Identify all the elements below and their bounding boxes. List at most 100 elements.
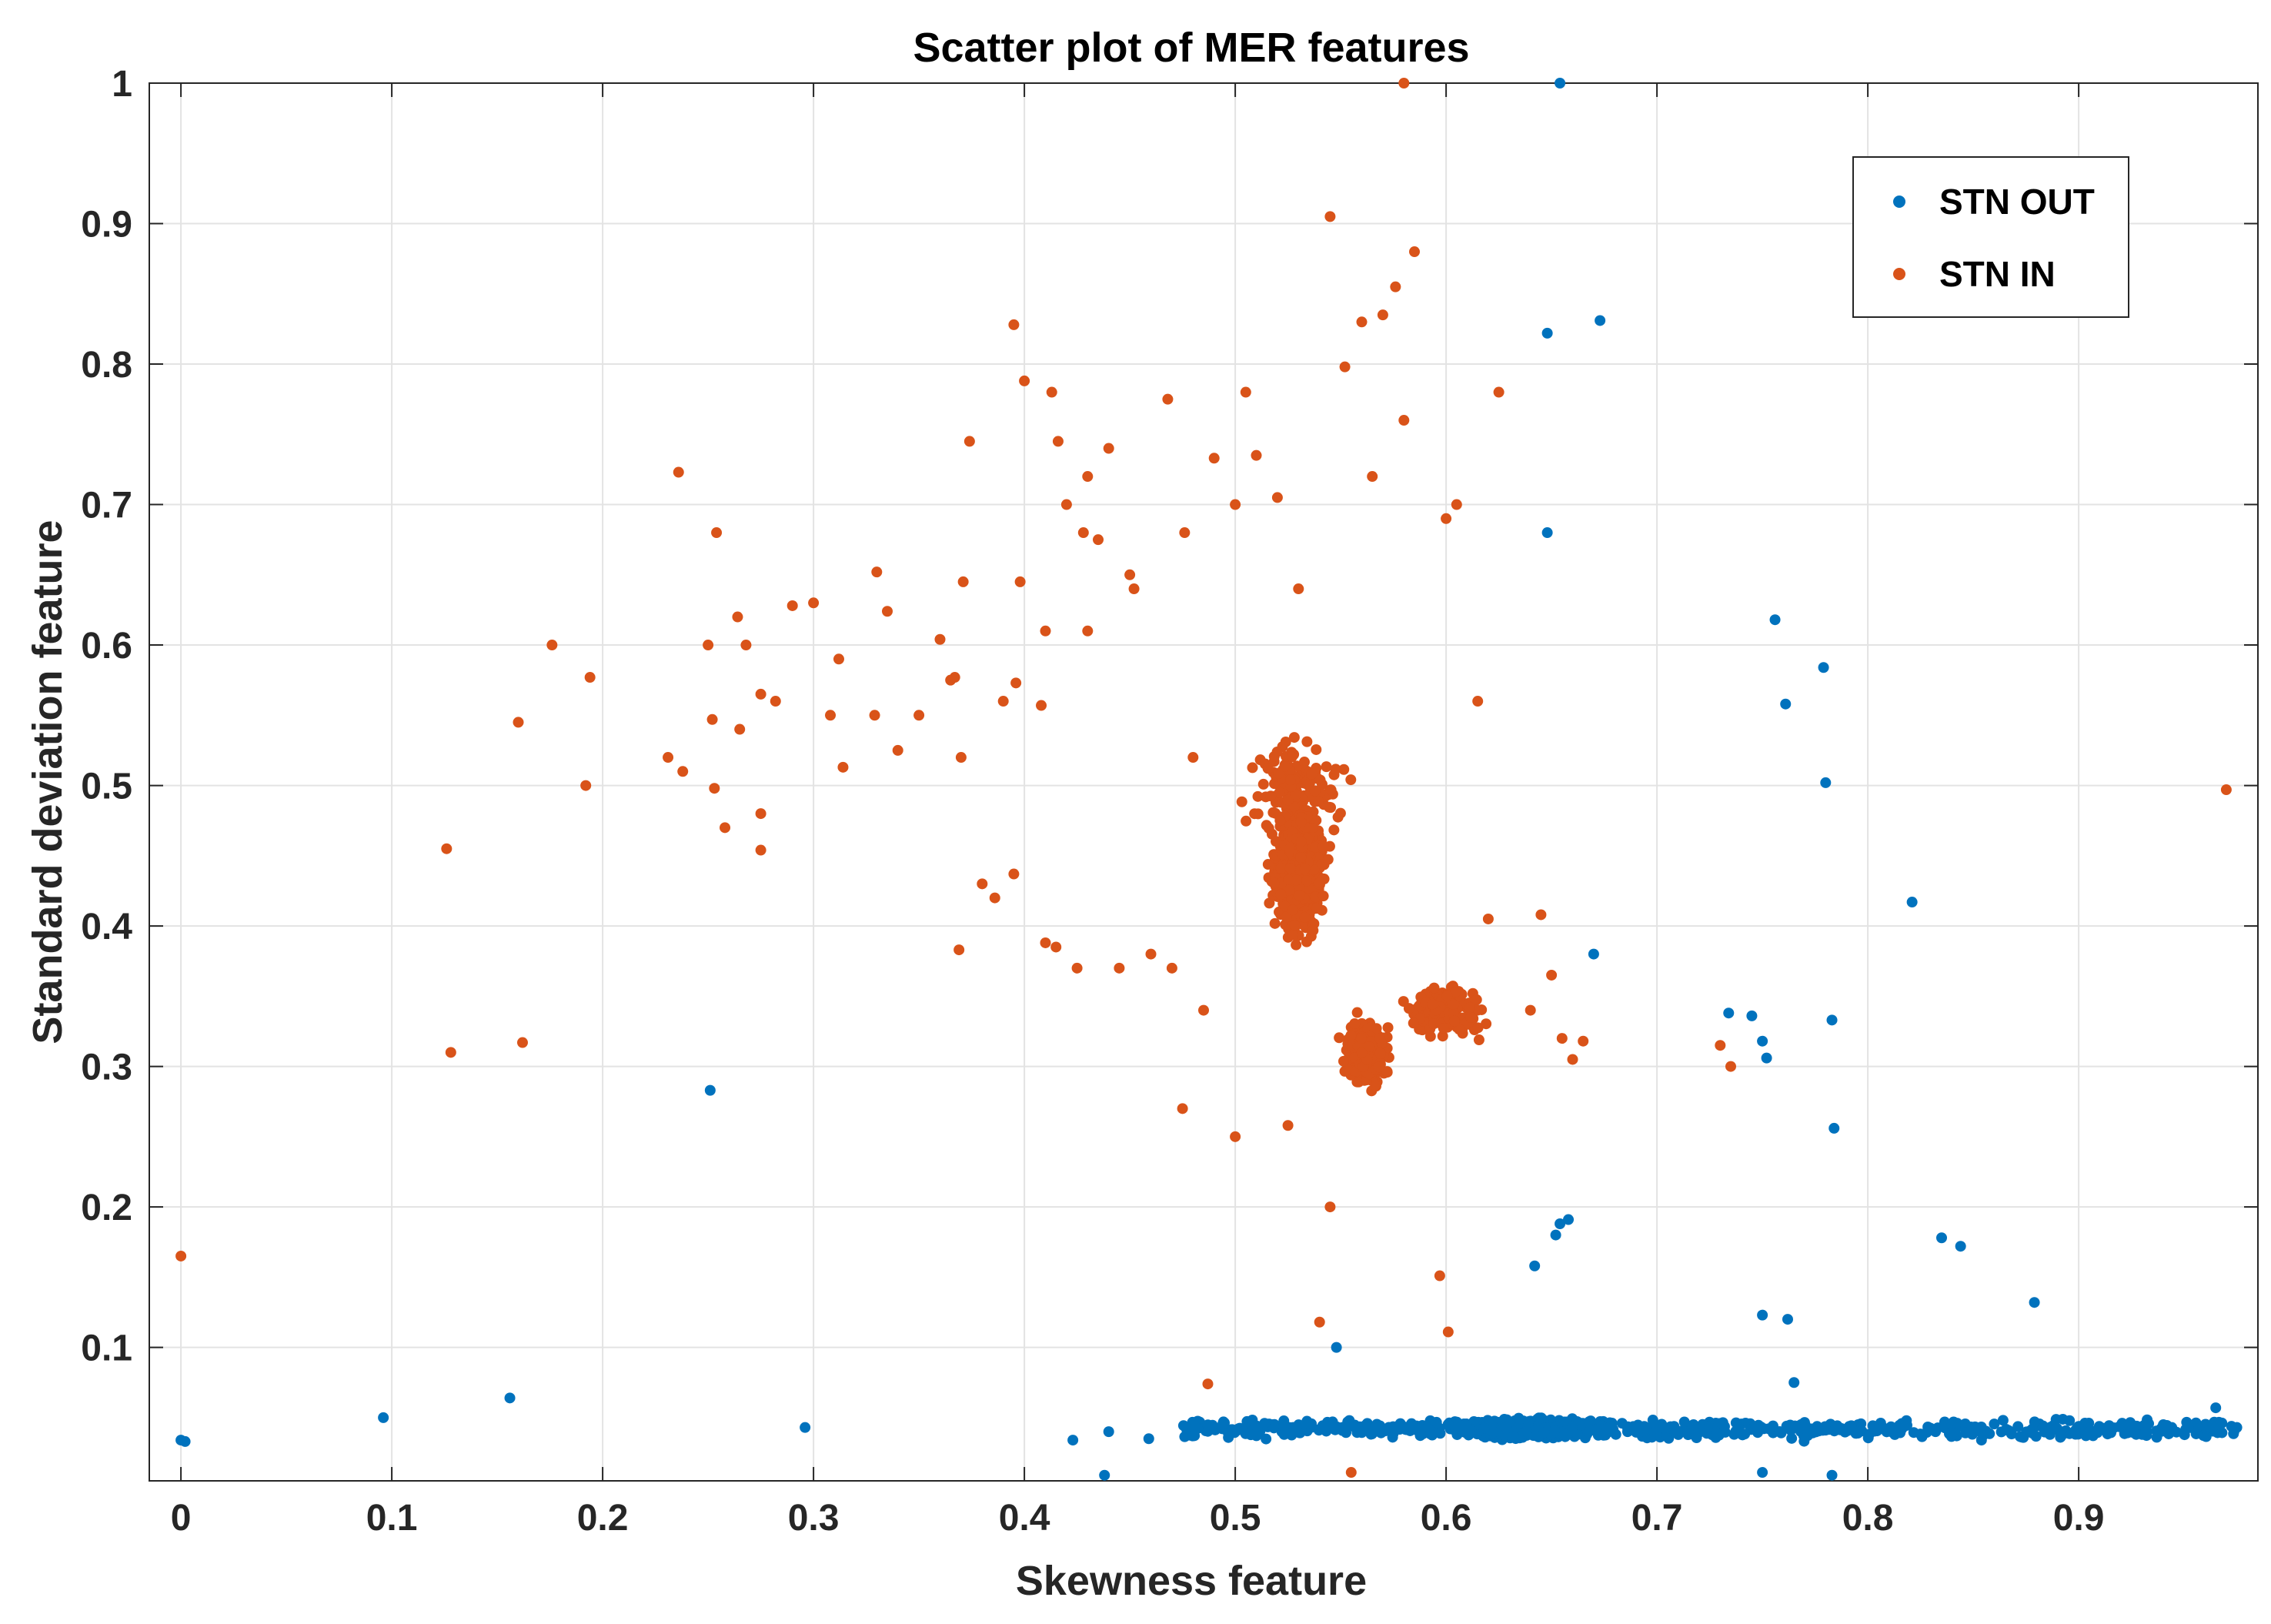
data-point [1103,1426,1114,1438]
data-point [1820,777,1832,788]
data-point [1311,743,1322,755]
data-point [955,752,967,764]
data-point [1223,1432,1234,1443]
data-point [1886,1426,1898,1438]
data-point [734,723,746,735]
data-point [1284,774,1296,786]
data-point [1541,327,1553,339]
data-point [504,1392,516,1404]
data-point [1143,1433,1154,1445]
data-point [837,761,849,773]
data-point [800,1422,811,1433]
data-point [871,566,883,578]
data-point [1718,1421,1730,1432]
data-point [1863,1429,1875,1440]
data-point [1082,471,1094,483]
data-point [1280,736,1291,747]
data-point [1377,309,1388,321]
data-point [1103,443,1114,454]
data-point [1345,1467,1357,1479]
data-point [1799,1419,1811,1431]
data-point [1781,1420,1792,1432]
data-point [1373,1061,1384,1073]
data-point [1019,375,1030,386]
data-point [2220,784,2232,796]
chart-title: Scatter plot of MER features [913,25,1469,71]
data-point [1249,808,1261,820]
y-tick-label: 0.5 [81,767,132,807]
data-point [2213,1416,2225,1428]
data-point [1448,1007,1459,1018]
data-point [1318,1421,1330,1432]
data-point [1187,752,1199,764]
data-point [1251,449,1262,461]
data-point [1099,1469,1110,1481]
data-point [1262,763,1274,774]
data-point [1590,1424,1601,1435]
data-point [755,688,766,700]
data-point [2012,1421,2024,1432]
data-point [882,606,893,617]
data-point [1588,948,1599,960]
data-point [1008,868,1020,880]
data-point [1010,677,1022,689]
data-point [1298,757,1310,768]
data-point [1482,913,1494,924]
x-tick-label: 0.2 [577,1498,629,1539]
data-point [1434,1428,1446,1439]
data-point [1050,941,1062,953]
data-point [1525,1004,1536,1016]
data-point [1247,1414,1258,1425]
data-point [732,611,743,623]
data-point [1240,386,1251,398]
data-point [913,710,925,721]
data-point [1688,1420,1699,1432]
data-point [1473,1034,1484,1046]
data-point [1782,1314,1793,1325]
data-point [1521,1425,1532,1437]
legend-label-stn-out: STN OUT [1939,182,2095,222]
data-point [1290,789,1301,800]
data-point [1834,1424,1845,1435]
data-point [770,696,781,707]
data-point [1257,778,1269,790]
data-point [709,783,720,794]
data-point [1162,393,1174,405]
data-point [892,744,903,756]
data-point [1409,246,1420,258]
data-point [1301,875,1313,887]
data-point [1265,790,1277,802]
data-point [1299,863,1311,874]
data-point [1230,499,1241,510]
data-point [1340,1422,1351,1434]
data-point [1757,1467,1768,1479]
data-point [1241,815,1252,827]
data-point [1208,453,1220,464]
data-point [1424,1428,1436,1439]
data-point [1302,779,1314,790]
data-point [1438,1023,1449,1034]
data-point [1252,790,1264,802]
data-point [1295,836,1307,847]
data-point [1269,917,1281,929]
data-point [1370,1081,1381,1092]
y-tick-label: 0.2 [81,1188,132,1228]
data-point [1322,854,1334,865]
y-tick-label: 0.1 [81,1328,132,1369]
data-point [1330,764,1341,775]
data-point [1318,840,1329,852]
data-point [1301,736,1313,747]
y-tick-label: 0.9 [81,205,132,246]
data-point [1282,1120,1294,1131]
legend-marker-stn-out [1893,195,1905,208]
data-point [1390,281,1401,292]
data-point [2216,1427,2228,1439]
data-point [1328,824,1340,836]
data-point [1746,1010,1758,1021]
data-point [1294,890,1305,901]
data-point [1339,361,1351,373]
data-point [1284,884,1295,896]
data-point [1177,1420,1189,1432]
x-tick-label: 0.6 [1421,1498,1472,1539]
